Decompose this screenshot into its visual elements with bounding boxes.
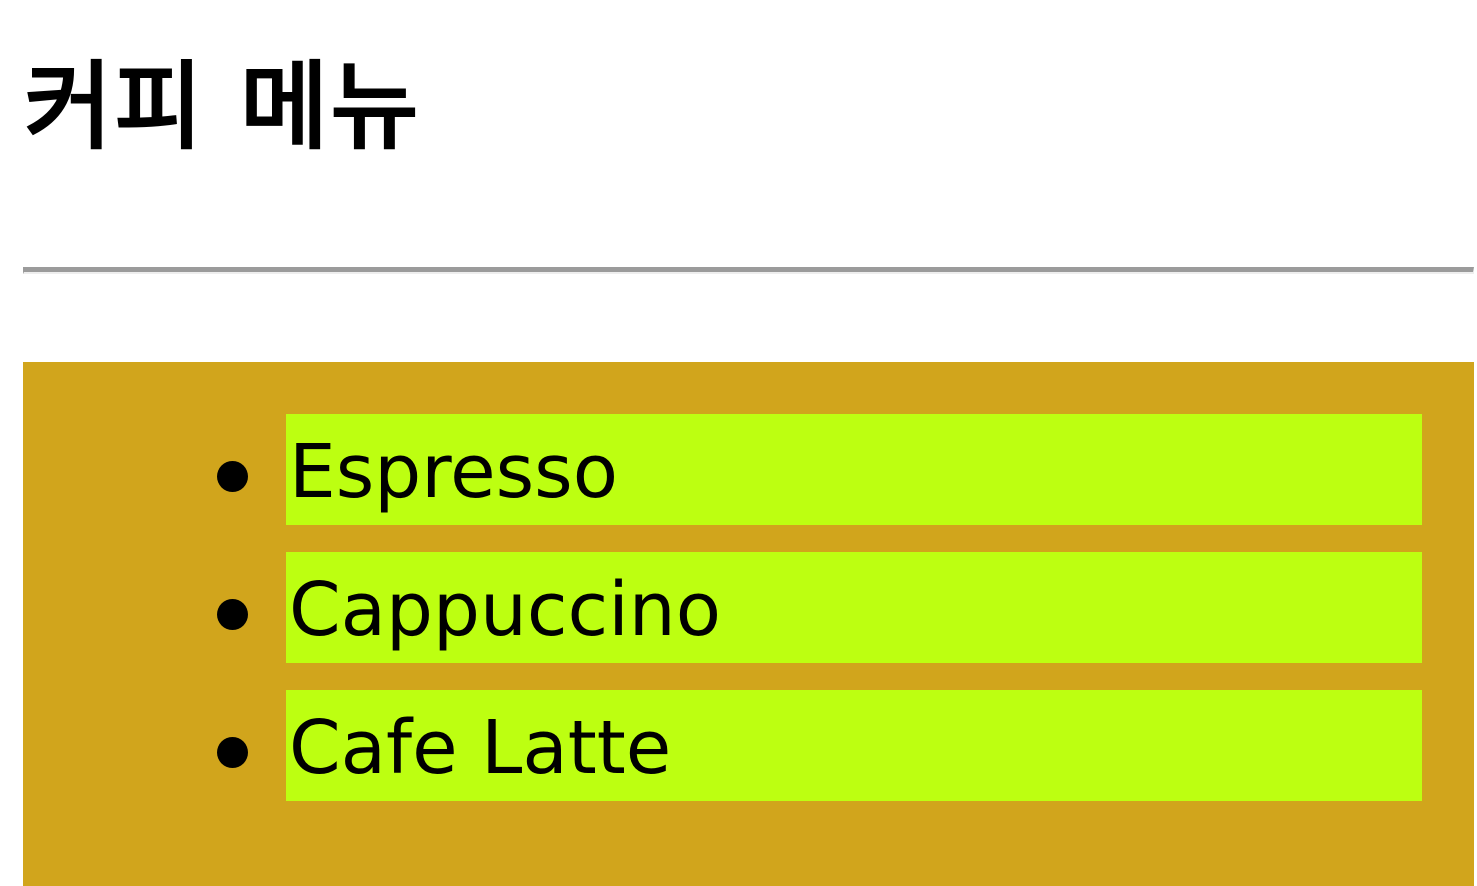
horizontal-divider (23, 267, 1474, 274)
menu-item-label: Espresso (289, 429, 618, 515)
bullet-icon (217, 599, 248, 630)
bullet-icon (217, 461, 248, 492)
page-title: 커피 메뉴 (24, 51, 421, 163)
bullet-icon (217, 737, 248, 768)
menu-item-cafe-latte: Cafe Latte (217, 690, 1422, 801)
menu-item-label: Cappuccino (289, 567, 721, 653)
coffee-menu-list: Espresso Cappuccino Cafe Latte (23, 362, 1474, 886)
menu-item-espresso: Espresso (217, 414, 1422, 525)
menu-item-label: Cafe Latte (289, 705, 672, 791)
menu-item-cappuccino: Cappuccino (217, 552, 1422, 663)
